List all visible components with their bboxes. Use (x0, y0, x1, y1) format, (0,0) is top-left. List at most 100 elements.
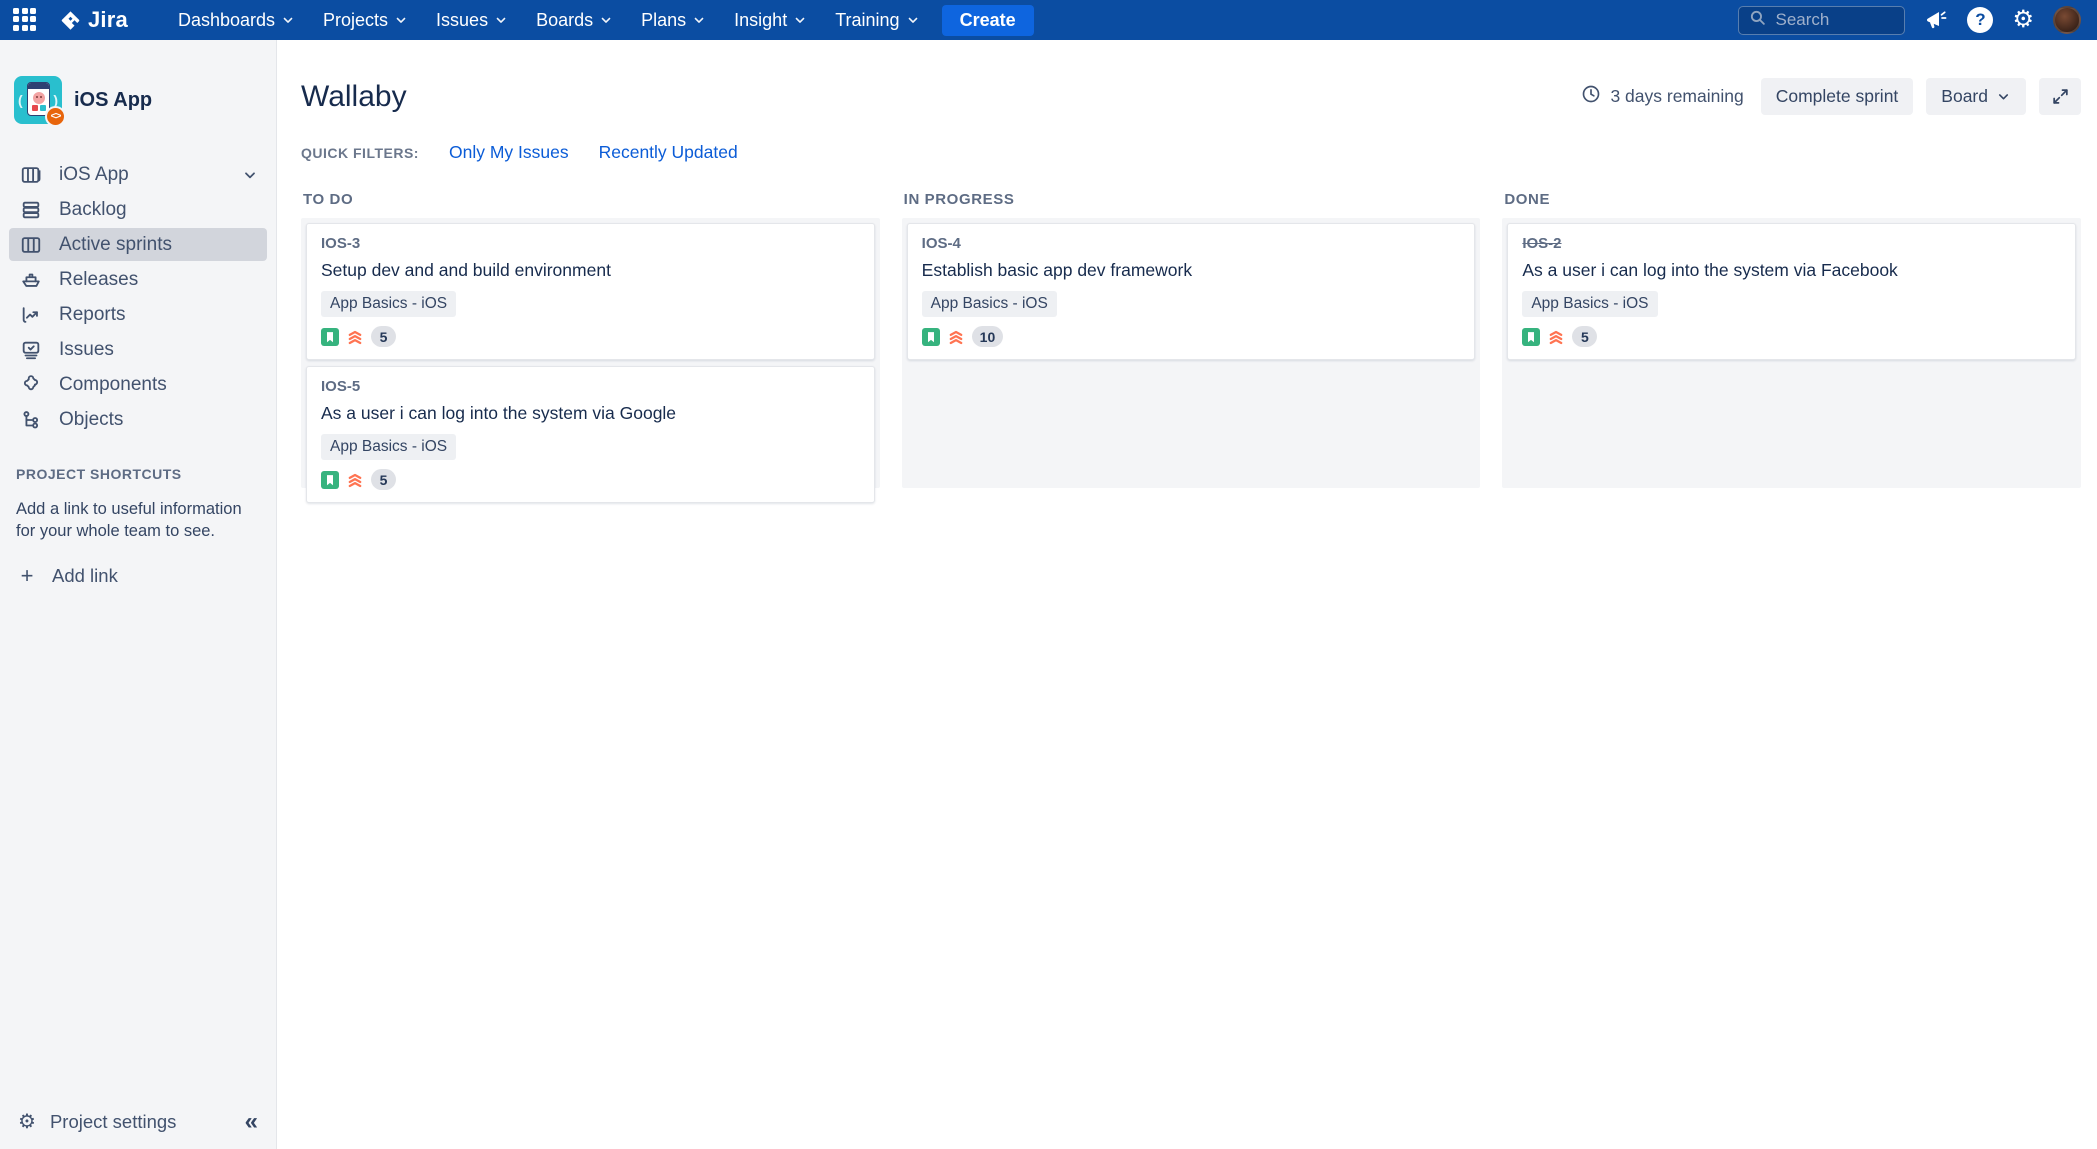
board-main: Wallaby 3 days remaining Complete sprint… (277, 40, 2097, 1149)
sidebar-nav: iOS App Backlog Active sprints Releases … (0, 158, 276, 436)
project-sidebar: ( ) <> iOS App iOS App Backlog Active sp… (0, 40, 277, 1149)
objects-icon (18, 409, 44, 431)
help-icon[interactable]: ? (1967, 7, 1994, 33)
collapse-sidebar-icon[interactable]: « (244, 1108, 258, 1135)
story-type-icon (1522, 327, 1541, 346)
search-input[interactable] (1775, 10, 1886, 30)
sidebar-item-objects[interactable]: Objects (9, 403, 267, 436)
priority-highest-icon (1547, 328, 1565, 346)
epic-label: App Basics - iOS (321, 434, 457, 460)
sidebar-item-backlog[interactable]: Backlog (9, 193, 267, 226)
issue-key: IOS-2 (1522, 235, 1562, 252)
topnav-menus: Dashboards Projects Issues Boards Plans … (168, 4, 930, 37)
sidebar-item-issues[interactable]: Issues (9, 333, 267, 366)
topnav-menu-issues[interactable]: Issues (426, 4, 518, 37)
quick-filters-label: QUICK FILTERS: (301, 144, 419, 161)
sidebar-footer: ⚙ Project settings « (0, 1095, 276, 1149)
issues-icon (18, 339, 44, 361)
project-settings-button[interactable]: ⚙ Project settings (18, 1111, 176, 1133)
issue-key: IOS-4 (921, 235, 961, 252)
topnav-menu-training[interactable]: Training (825, 4, 929, 37)
reports-icon (18, 304, 44, 326)
topnav-menu-dashboards[interactable]: Dashboards (168, 4, 305, 37)
sidebar-item-label: Active sprints (59, 233, 172, 255)
sidebar-item-active-sprints[interactable]: Active sprints (9, 228, 267, 261)
announcements-icon[interactable] (1924, 8, 1948, 32)
issue-summary: As a user i can log into the system via … (1522, 260, 1898, 280)
epic-label: App Basics - iOS (1522, 291, 1658, 317)
add-link-button[interactable]: + Add link (16, 563, 260, 589)
column-body[interactable]: IOS-2 As a user i can log into the syste… (1502, 218, 2082, 488)
epic-label: App Basics - iOS (921, 291, 1057, 317)
sidebar-item-ios-app[interactable]: iOS App (9, 158, 267, 191)
estimate-badge: 10 (971, 326, 1004, 347)
project-avatar: ( ) <> (14, 76, 66, 127)
board-view-dropdown[interactable]: Board (1926, 78, 2026, 115)
topnav-menu-plans[interactable]: Plans (631, 4, 716, 37)
fullscreen-button[interactable] (2039, 78, 2081, 115)
sidebar-item-releases[interactable]: Releases (9, 263, 267, 296)
app-switcher-icon[interactable] (13, 7, 38, 33)
dev-code-badge-icon: <> (45, 106, 66, 127)
issue-card-ios-4[interactable]: IOS-4 Establish basic app dev framework … (906, 223, 1476, 360)
shortcuts-description: Add a link to useful information for you… (16, 500, 242, 541)
sidebar-item-reports[interactable]: Reports (9, 298, 267, 331)
column-header: IN PROGRESS (903, 191, 1015, 208)
chevron-down-icon (601, 17, 611, 23)
complete-sprint-button[interactable]: Complete sprint (1760, 78, 1914, 115)
quick-filter-only-my-issues[interactable]: Only My Issues (448, 142, 569, 162)
topnav-menu-insight[interactable]: Insight (724, 4, 817, 37)
issue-summary: As a user i can log into the system via … (321, 403, 677, 423)
topnav-menu-boards[interactable]: Boards (526, 4, 623, 37)
chevron-down-icon (396, 17, 406, 23)
search-icon (1749, 9, 1766, 31)
story-type-icon (921, 327, 940, 346)
chevron-down-icon (1998, 94, 2009, 100)
column-header: DONE (1504, 191, 1551, 208)
user-avatar[interactable] (2053, 6, 2081, 34)
chevron-down-icon (795, 17, 805, 23)
chevron-down-icon (283, 17, 293, 23)
settings-gear-icon[interactable]: ⚙ (2012, 6, 2034, 33)
sprint-title: Wallaby (301, 79, 407, 113)
issue-key: IOS-3 (321, 235, 361, 252)
sprint-board: TO DO IOS-3 Setup dev and and build envi… (301, 191, 2082, 503)
chevron-down-icon (496, 17, 506, 23)
board-view-label: Board (1941, 86, 1988, 106)
days-remaining: 3 days remaining (1581, 84, 1744, 109)
column-body[interactable]: IOS-4 Establish basic app dev framework … (901, 218, 1481, 488)
chevron-down-icon[interactable] (242, 167, 258, 183)
sidebar-item-label: iOS App (59, 163, 129, 185)
create-button[interactable]: Create (941, 4, 1034, 36)
jira-logo[interactable]: Jira (60, 7, 128, 33)
estimate-badge: 5 (371, 469, 396, 490)
sidebar-item-components[interactable]: Components (9, 368, 267, 401)
project-name: iOS App (74, 88, 153, 111)
priority-highest-icon (947, 328, 965, 346)
issue-card-ios-2[interactable]: IOS-2 As a user i can log into the syste… (1507, 223, 2077, 360)
issue-card-ios-5[interactable]: IOS-5 As a user i can log into the syste… (306, 366, 875, 503)
sidebar-item-label: Issues (59, 338, 114, 360)
days-remaining-label: 3 days remaining (1610, 86, 1744, 106)
issue-card-ios-3[interactable]: IOS-3 Setup dev and and build environmen… (306, 223, 875, 360)
active-sprints-icon (18, 234, 44, 256)
column-body[interactable]: IOS-3 Setup dev and and build environmen… (301, 218, 880, 503)
board-column-in-progress: IN PROGRESS IOS-4 Establish basic app de… (901, 191, 1481, 488)
quick-filter-recently-updated[interactable]: Recently Updated (598, 142, 738, 162)
sidebar-item-label: Backlog (59, 198, 127, 220)
topnav-menu-projects[interactable]: Projects (313, 4, 418, 37)
expand-icon (2052, 89, 2068, 104)
add-link-label: Add link (52, 564, 118, 586)
backlog-icon (18, 199, 44, 221)
quick-filters: QUICK FILTERS: Only My Issues Recently Up… (301, 142, 2081, 163)
chevron-down-icon (694, 17, 704, 23)
sidebar-item-label: Reports (59, 303, 126, 325)
top-navigation: Jira Dashboards Projects Issues Boards P… (0, 0, 2097, 40)
issue-summary: Setup dev and and build environment (321, 260, 611, 280)
jira-logo-icon (60, 10, 81, 31)
global-search[interactable] (1738, 5, 1906, 35)
chevron-down-icon (908, 17, 917, 23)
shortcuts-heading: PROJECT SHORTCUTS (16, 466, 182, 482)
sidebar-item-label: Components (59, 373, 167, 395)
board-column-to-do: TO DO IOS-3 Setup dev and and build envi… (301, 191, 880, 503)
